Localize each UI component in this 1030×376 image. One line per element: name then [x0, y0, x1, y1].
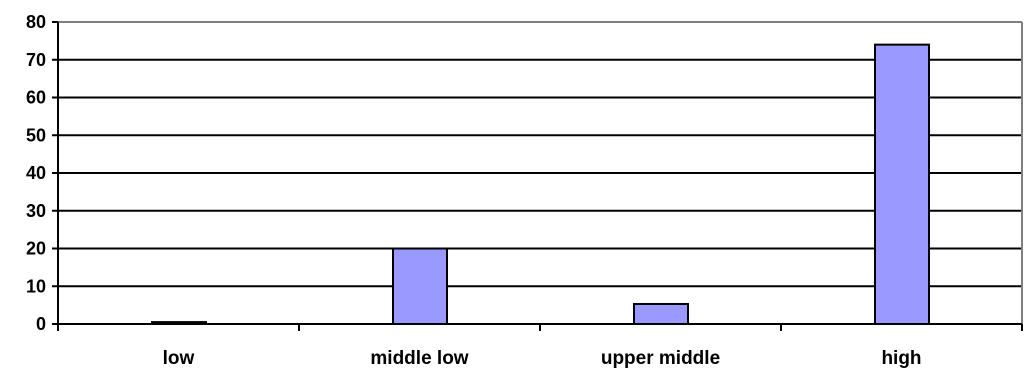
- axes: [52, 21, 1023, 331]
- y-tick-label: 80: [26, 12, 46, 32]
- y-tick-label: 50: [26, 125, 46, 145]
- y-tick-label: 20: [26, 239, 46, 259]
- x-category-label: high: [881, 348, 921, 369]
- x-category-labels: low middle low upper middle high: [163, 348, 922, 369]
- bar-upper-middle: [633, 302, 689, 325]
- y-tick-label: 0: [36, 314, 46, 334]
- y-tick-label: 70: [26, 50, 46, 70]
- x-category-label: upper middle: [601, 348, 720, 369]
- y-tick-label: 10: [26, 276, 46, 296]
- x-category-label: middle low: [370, 348, 468, 369]
- bar-middle-low: [392, 247, 448, 325]
- gridlines: [58, 58, 1022, 288]
- y-tick-label: 40: [26, 163, 46, 183]
- y-tick-label: 30: [26, 201, 46, 221]
- y-tick-labels: 0 10 20 30 40 50 60 70 80: [26, 12, 46, 334]
- bar-high: [874, 43, 930, 326]
- bars: [151, 43, 930, 326]
- y-tick-label: 60: [26, 88, 46, 108]
- x-category-label: low: [163, 348, 195, 369]
